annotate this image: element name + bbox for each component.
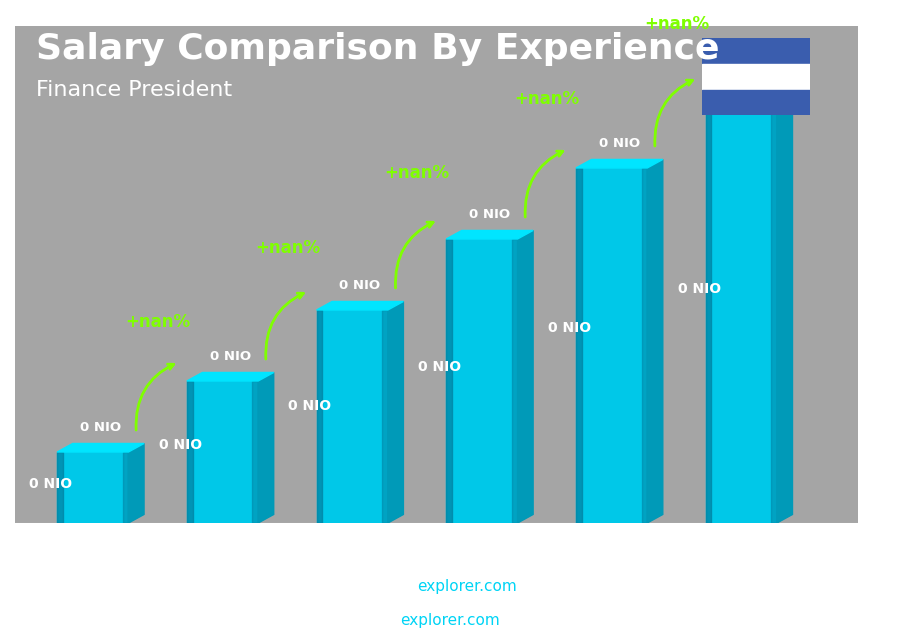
Text: +nan%: +nan%: [644, 15, 709, 33]
Text: 0 NIO: 0 NIO: [339, 279, 381, 292]
Text: Average Monthly Salary: Average Monthly Salary: [871, 246, 884, 395]
Bar: [122, 452, 129, 523]
Text: 0 NIO: 0 NIO: [158, 438, 202, 452]
Bar: [512, 239, 517, 523]
Bar: [187, 381, 258, 523]
Text: +nan%: +nan%: [125, 313, 190, 331]
Bar: [702, 90, 810, 115]
Text: salary: salary: [424, 613, 476, 628]
Bar: [771, 97, 777, 523]
Polygon shape: [777, 88, 793, 523]
Text: 0 NIO: 0 NIO: [80, 421, 122, 434]
Bar: [58, 452, 129, 523]
Bar: [317, 310, 322, 523]
Text: 0 NIO: 0 NIO: [289, 399, 331, 413]
Polygon shape: [446, 231, 533, 239]
Bar: [576, 168, 581, 523]
Bar: [253, 381, 258, 523]
Bar: [702, 38, 810, 64]
Text: 0 NIO: 0 NIO: [418, 360, 462, 374]
Bar: [382, 310, 388, 523]
Bar: [706, 97, 777, 523]
Bar: [706, 97, 711, 523]
Polygon shape: [706, 88, 793, 97]
Polygon shape: [187, 372, 274, 381]
Bar: [317, 310, 388, 523]
Polygon shape: [129, 444, 144, 523]
Text: explorer.com: explorer.com: [417, 579, 517, 594]
Text: 0 NIO: 0 NIO: [469, 208, 510, 221]
Polygon shape: [388, 301, 403, 523]
Bar: [187, 381, 193, 523]
Text: 0 NIO: 0 NIO: [548, 320, 591, 335]
Polygon shape: [58, 444, 144, 452]
Text: 0 NIO: 0 NIO: [728, 66, 770, 79]
Bar: [446, 239, 452, 523]
Text: 0 NIO: 0 NIO: [678, 281, 721, 296]
Polygon shape: [317, 301, 403, 310]
Text: Salary Comparison By Experience: Salary Comparison By Experience: [36, 32, 719, 66]
Bar: [702, 64, 810, 90]
Text: 0 NIO: 0 NIO: [29, 477, 72, 491]
Text: 0 NIO: 0 NIO: [210, 350, 251, 363]
Polygon shape: [258, 372, 274, 523]
Text: explorer.com: explorer.com: [400, 613, 500, 628]
Text: +nan%: +nan%: [514, 90, 580, 108]
Text: +nan%: +nan%: [384, 164, 450, 182]
Text: +nan%: +nan%: [255, 238, 320, 256]
Bar: [576, 168, 647, 523]
Bar: [58, 452, 63, 523]
Polygon shape: [647, 160, 662, 523]
Bar: [642, 168, 647, 523]
Polygon shape: [576, 160, 662, 168]
Bar: [446, 239, 518, 523]
Text: salary: salary: [364, 579, 417, 594]
Polygon shape: [518, 231, 533, 523]
Text: 0 NIO: 0 NIO: [598, 137, 640, 150]
Text: Finance President: Finance President: [36, 80, 232, 100]
